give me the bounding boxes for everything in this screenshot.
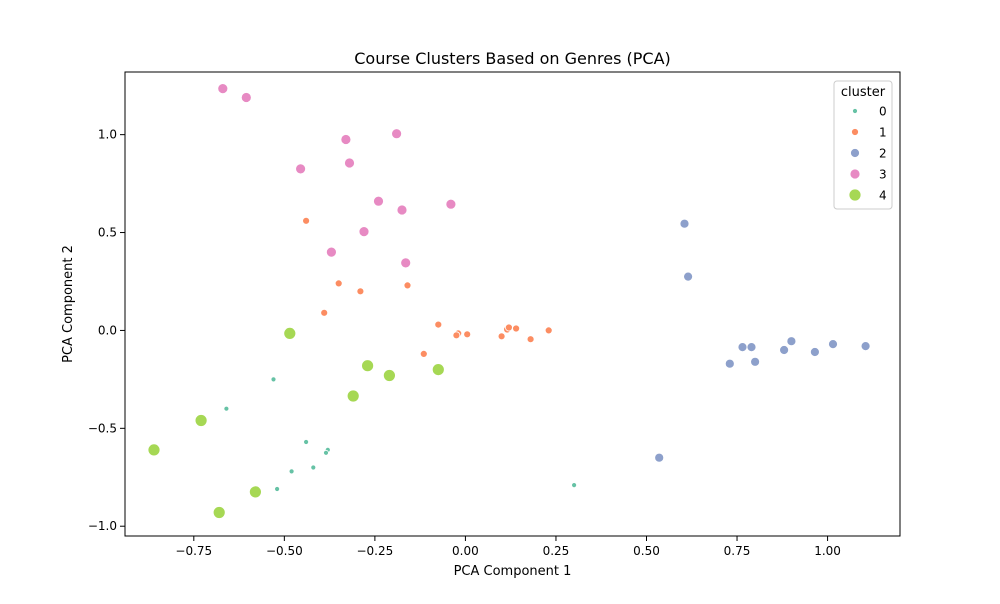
legend-label-3: 3 xyxy=(879,168,887,182)
cluster-1-point-14 xyxy=(526,335,535,344)
cluster-4-point-0 xyxy=(283,326,297,340)
cluster-1-point-13 xyxy=(497,332,506,341)
cluster-2-point-3 xyxy=(828,339,838,350)
cluster-2-point-9 xyxy=(750,356,760,367)
cluster-2-point-2 xyxy=(786,336,797,347)
x-tick-label: 0.25 xyxy=(543,544,570,558)
y-tick-label: 1.0 xyxy=(98,128,117,142)
legend-marker-4 xyxy=(848,188,862,202)
cluster-2-point-10 xyxy=(724,358,735,369)
cluster-0-point-6 xyxy=(310,464,317,471)
x-axis-label: PCA Component 1 xyxy=(454,564,572,579)
legend-label-1: 1 xyxy=(879,126,887,140)
x-tick-label: −0.25 xyxy=(356,544,393,558)
cluster-2-point-5 xyxy=(737,342,748,353)
legend-marker-0 xyxy=(852,108,858,114)
cluster-1-point-10 xyxy=(504,323,513,332)
legend-label-0: 0 xyxy=(879,105,887,119)
cluster-4-point-1 xyxy=(361,359,375,373)
cluster-2-point-6 xyxy=(746,342,757,353)
cluster-1-point-3 xyxy=(403,281,412,290)
cluster-1-point-1 xyxy=(334,279,343,288)
y-axis-ticks: −1.0 −0.5 0.0 0.5 1.0 xyxy=(88,128,125,533)
cluster-4-point-6 xyxy=(147,443,161,457)
legend-items: 0 1 2 3 4 xyxy=(848,105,887,203)
x-tick-label: 1.00 xyxy=(814,544,841,558)
x-tick-label: −0.75 xyxy=(175,544,212,558)
legend-marker-3 xyxy=(849,168,861,180)
x-tick-label: 0.75 xyxy=(724,544,751,558)
legend-label-4: 4 xyxy=(879,189,887,203)
cluster-0-point-8 xyxy=(571,482,577,489)
cluster-0-point-4 xyxy=(323,449,329,456)
plot-frame xyxy=(124,71,901,537)
cluster-2-point-1 xyxy=(683,271,693,282)
cluster-3-point-10 xyxy=(325,246,337,258)
cluster-3-point-11 xyxy=(400,257,412,269)
cluster-3-point-9 xyxy=(358,226,370,238)
cluster-3-point-8 xyxy=(445,198,457,210)
cluster-1-point-8 xyxy=(463,330,472,339)
cluster-4-point-3 xyxy=(431,363,445,377)
legend-box xyxy=(833,80,893,210)
cluster-0-point-7 xyxy=(274,486,281,492)
cluster-4-point-8 xyxy=(212,506,226,519)
cluster-4-point-4 xyxy=(346,389,360,403)
cluster-3-point-2 xyxy=(391,128,403,140)
cluster-1-point-4 xyxy=(320,308,329,317)
cluster-0-point-5 xyxy=(288,468,295,475)
cluster-2-point-4 xyxy=(860,341,871,352)
cluster-0-point-2 xyxy=(303,439,310,445)
legend-marker-1 xyxy=(851,128,859,136)
cluster-2-point-7 xyxy=(779,345,789,355)
y-tick-label: 0.0 xyxy=(98,323,117,337)
cluster-1-point-11 xyxy=(512,324,520,333)
x-tick-label: 0.00 xyxy=(452,544,479,558)
y-tick-label: −0.5 xyxy=(88,421,117,435)
y-axis-label: PCA Component 2 xyxy=(61,245,76,363)
cluster-0-point-0 xyxy=(270,376,277,383)
cluster-3-point-6 xyxy=(373,195,384,207)
legend-label-2: 2 xyxy=(879,147,887,161)
cluster-4-point-7 xyxy=(248,485,262,499)
cluster-1-point-0 xyxy=(302,216,311,225)
cluster-3-point-5 xyxy=(295,163,307,175)
cluster-1-point-5 xyxy=(434,320,443,329)
cluster-1-point-2 xyxy=(356,287,365,296)
cluster-2-point-8 xyxy=(810,347,820,357)
legend-marker-2 xyxy=(850,148,860,158)
cluster-3-point-1 xyxy=(240,92,252,103)
cluster-1-point-7 xyxy=(452,331,461,340)
cluster-3-point-3 xyxy=(340,134,352,145)
x-axis-ticks: −0.75 −0.50 −0.25 0.00 0.25 0.50 0.75 1.00 xyxy=(175,536,841,558)
cluster-4-point-2 xyxy=(382,369,396,382)
x-tick-label: 0.50 xyxy=(633,544,660,558)
legend: cluster 0 1 2 3 4 xyxy=(833,80,893,210)
cluster-1-point-12 xyxy=(544,326,553,335)
cluster-2-point-0 xyxy=(679,218,690,229)
y-tick-label: 0.5 xyxy=(98,226,117,240)
cluster-2-point-11 xyxy=(654,452,665,463)
cluster-3-point-4 xyxy=(344,157,355,169)
cluster-4-point-5 xyxy=(194,414,208,427)
cluster-1-point-15 xyxy=(419,349,428,358)
points-layer xyxy=(147,83,871,519)
chart-title: Course Clusters Based on Genres (PCA) xyxy=(354,49,671,68)
y-tick-label: −1.0 xyxy=(88,519,117,533)
x-tick-label: −0.50 xyxy=(266,544,303,558)
cluster-3-point-7 xyxy=(396,204,408,216)
cluster-3-point-0 xyxy=(217,83,229,94)
cluster-0-point-1 xyxy=(223,405,230,412)
legend-title: cluster xyxy=(841,85,886,100)
